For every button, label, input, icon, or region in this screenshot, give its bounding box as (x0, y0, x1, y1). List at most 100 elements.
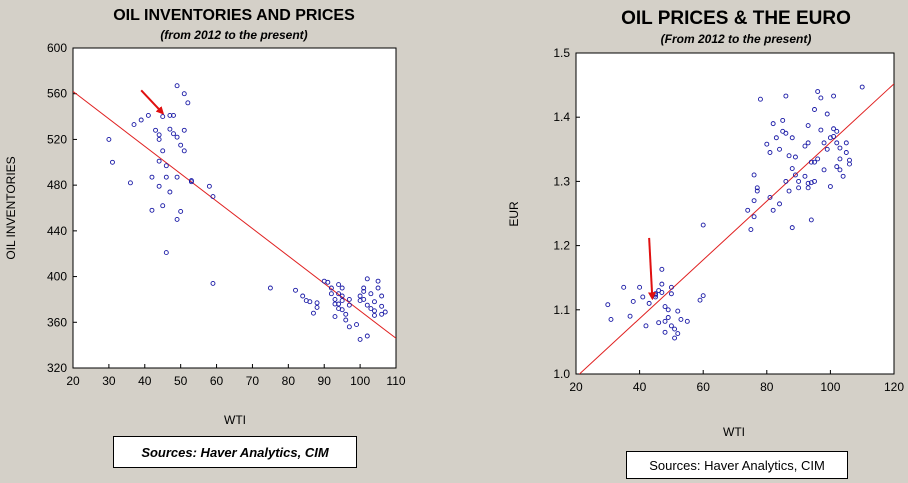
chart2-data-point (837, 145, 843, 151)
chart2-data-point (605, 302, 611, 308)
chart1-data-point (181, 91, 187, 97)
chart2-data-point (824, 146, 830, 152)
chart2-xlabel: WTI (723, 425, 745, 439)
chart1-data-point (379, 303, 385, 309)
chart1-data-point (167, 189, 173, 195)
chart1-data-point (178, 142, 184, 148)
chart1-data-point (149, 207, 155, 213)
chart2-data-point (640, 294, 646, 300)
chart1-data-point (364, 276, 370, 282)
chart1-data-point (368, 306, 374, 312)
chart2-data-point (837, 156, 843, 162)
chart2-data-point (824, 111, 830, 117)
chart2-data-point (630, 299, 636, 304)
chart2-data-point (662, 318, 668, 324)
chart1-ytick-label: 600 (47, 41, 67, 55)
chart1-data-point (364, 333, 370, 339)
chart1-data-point (149, 174, 155, 180)
chart1-data-point (293, 287, 298, 293)
chart1-data-point (267, 285, 273, 291)
chart2-data-point (831, 126, 837, 132)
chart1-data-point (307, 299, 313, 305)
chart1-data-point (336, 282, 342, 288)
chart2-data-point (627, 313, 633, 319)
chart1-data-point (346, 296, 352, 302)
chart2-data-point (792, 172, 798, 178)
chart1-data-point (314, 300, 320, 306)
chart2-ytick-label: 1.0 (553, 367, 570, 381)
chart2-ytick-label: 1.4 (553, 110, 570, 124)
chart1-data-point (328, 291, 334, 297)
chart1-data-point (343, 317, 349, 323)
chart2-data-point (834, 140, 840, 146)
chart2-data-point (643, 323, 649, 329)
chart1-data-point (163, 174, 169, 180)
chart2-data-point (812, 178, 817, 184)
chart2-data-point (656, 320, 662, 326)
chart2-data-point (786, 188, 792, 194)
chart2-data-point (786, 153, 792, 159)
chart1-ytick-label: 360 (47, 315, 67, 329)
chart2-data-point (815, 89, 821, 94)
chart2-data-point (770, 121, 776, 127)
chart1-data-point (185, 100, 191, 106)
chart1-subtitle: (from 2012 to the present) (160, 28, 307, 42)
chart2-data-point (764, 141, 770, 147)
chart2-data-point (678, 316, 684, 322)
chart2-data-point (700, 293, 706, 299)
chart2-data-point (808, 159, 814, 165)
chart2-data-point (827, 184, 833, 189)
chart1-ytick-label: 440 (47, 224, 67, 238)
chart2-data-point (770, 207, 776, 213)
chart1-data-point (160, 203, 166, 209)
chart2-ytick-label: 1.5 (553, 46, 570, 60)
chart2-data-point (805, 180, 811, 186)
chart2-data-point (773, 135, 779, 141)
chart2-data-point (837, 167, 843, 173)
chart1-title: OIL INVENTORIES AND PRICES (113, 7, 355, 24)
chart2-data-point (751, 172, 757, 178)
chart2-data-point (675, 331, 681, 337)
chart2-xtick-label: 20 (569, 380, 583, 394)
chart2-fit-line (578, 83, 894, 374)
chart1-data-point (106, 136, 112, 142)
chart1-data-point (372, 299, 377, 305)
chart1-xtick-label: 50 (174, 374, 188, 388)
chart2-data-point (805, 140, 811, 146)
chart1-data-point (131, 122, 137, 128)
chart1-data-point (163, 250, 169, 256)
chart2-subtitle: (From 2012 to the present) (661, 32, 812, 46)
chart1-data-point (174, 83, 180, 89)
chart2-xtick-label: 120 (884, 380, 904, 394)
chart2-data-point (637, 284, 643, 290)
chart1-data-point (206, 183, 212, 189)
chart1-data-point (171, 112, 176, 118)
chart1-xlabel: WTI (224, 413, 246, 427)
chart2-data-point (815, 156, 821, 162)
chart1-data-point (372, 308, 377, 314)
chart2-source-box: Sources: Haver Analytics, CIM (626, 451, 848, 479)
chart1-data-point (361, 285, 367, 291)
chart2-data-point (668, 291, 674, 297)
chart1-data-point (336, 291, 342, 297)
chart1-fit-line (73, 91, 396, 339)
chart2-data-point (684, 318, 690, 324)
chart2-data-point (843, 140, 849, 146)
chart1-data-point (382, 309, 388, 315)
chart2-data-point (668, 323, 674, 329)
chart2-data-point (783, 93, 789, 99)
chart1-data-point (379, 293, 385, 299)
chart2-ytick-label: 1.3 (553, 174, 570, 188)
chart2-xtick-label: 40 (633, 380, 647, 394)
chart2-data-point (672, 335, 678, 341)
chart1-data-point (343, 311, 349, 317)
chart2-data-point (777, 201, 782, 207)
chart1-data-point (156, 132, 162, 138)
chart2-data-point (808, 217, 814, 223)
chart1-data-point (181, 148, 187, 154)
chart1-data-point (181, 127, 187, 133)
chart2-data-point (700, 222, 706, 228)
chart1-data-point (325, 279, 331, 285)
chart2-data-point (659, 281, 665, 287)
chart2-data-point (821, 167, 827, 173)
